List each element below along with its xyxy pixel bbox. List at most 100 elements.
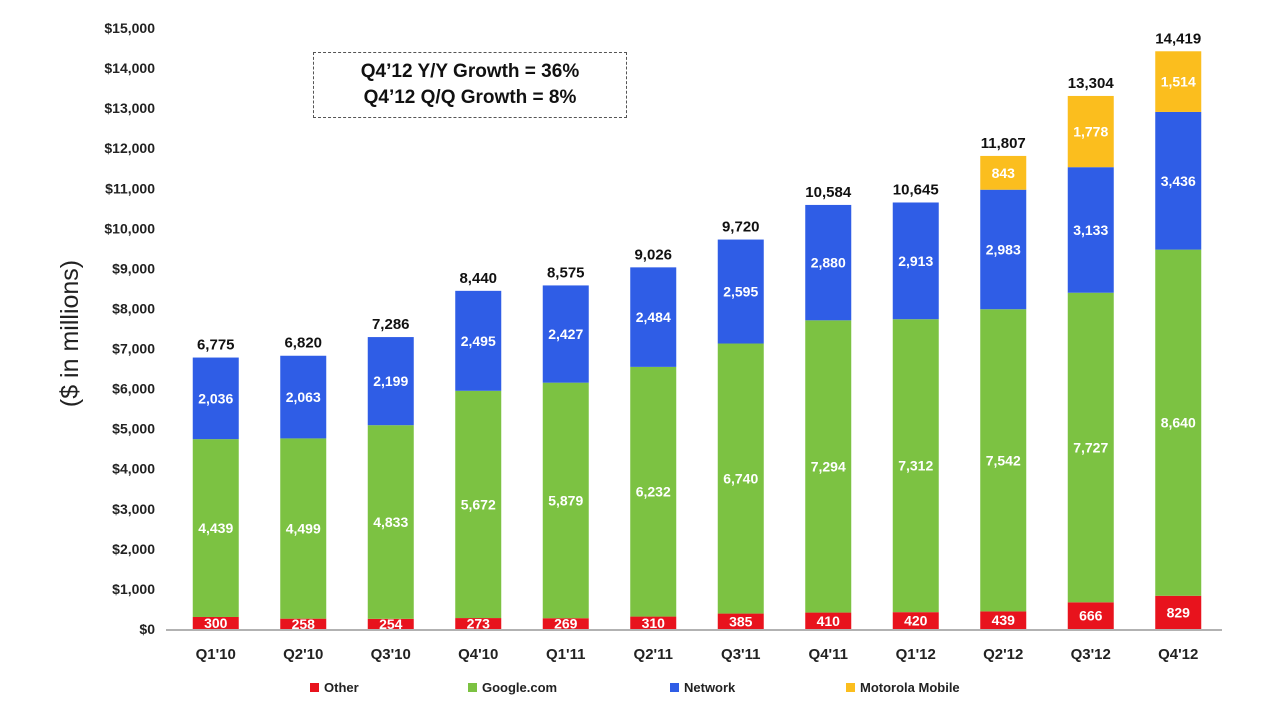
y-tick-label: $10,000 <box>104 220 155 236</box>
y-tick-label: $13,000 <box>104 100 155 116</box>
x-tick-label: Q2'10 <box>283 646 323 663</box>
y-tick-label: $14,000 <box>104 60 155 76</box>
bar-segment-motorola <box>980 155 1027 190</box>
data-label-google: 5,879 <box>548 492 583 508</box>
bar-segment-network <box>455 290 502 391</box>
y-tick-label: $1,000 <box>112 581 155 597</box>
data-label-network: 2,595 <box>723 284 758 300</box>
bar-segment-network <box>630 267 677 367</box>
data-label-google: 7,727 <box>1073 440 1108 456</box>
data-label-other: 410 <box>817 613 841 629</box>
bar-segment-network <box>1067 167 1114 293</box>
bar-segment-network <box>1155 111 1202 250</box>
y-tick-label: $2,000 <box>112 541 155 557</box>
bar-segment-network <box>980 189 1027 310</box>
data-label-network: 2,036 <box>198 390 233 406</box>
bar-segment-google <box>367 425 414 619</box>
legend-item-network: Network <box>670 680 735 695</box>
bar-segment-network <box>542 285 589 383</box>
bar-total-label: 10,645 <box>893 181 939 198</box>
x-tick-label: Q1'10 <box>196 646 236 663</box>
bar-segment-other <box>630 616 677 629</box>
bar-segment-google <box>1067 292 1114 603</box>
data-label-google: 7,542 <box>986 452 1021 468</box>
data-label-network: 2,063 <box>286 389 321 405</box>
bar-segment-network <box>280 355 327 439</box>
bar-segment-google <box>192 439 239 617</box>
y-tick-label: $9,000 <box>112 260 155 276</box>
data-label-other: 310 <box>642 615 666 631</box>
bar-total-label: 8,575 <box>547 264 585 281</box>
bar-segment-other <box>455 618 502 629</box>
bar-total-label: 6,820 <box>284 335 322 352</box>
x-tick-label: Q4'12 <box>1158 646 1198 663</box>
data-label-other: 420 <box>904 613 928 629</box>
data-label-other: 300 <box>204 615 228 631</box>
bar-segment-other <box>280 618 327 629</box>
bar-segment-google <box>542 382 589 619</box>
data-label-google: 6,232 <box>636 484 671 500</box>
data-label-google: 4,833 <box>373 514 408 530</box>
y-tick-label: $15,000 <box>104 20 155 36</box>
x-tick-label: Q3'12 <box>1071 646 1111 663</box>
bar-segment-google <box>630 366 677 617</box>
y-tick-label: $4,000 <box>112 461 155 477</box>
bar-total-label: 14,419 <box>1155 30 1201 47</box>
data-label-google: 4,439 <box>198 520 233 536</box>
legend-swatch-motorola <box>846 683 855 692</box>
legend-swatch-google <box>468 683 477 692</box>
bar-total-label: 8,440 <box>459 270 497 287</box>
bar-segment-motorola <box>1067 95 1114 168</box>
bar-segment-other <box>980 611 1027 629</box>
bar-segment-other <box>1067 602 1114 629</box>
x-tick-label: Q1'12 <box>896 646 936 663</box>
qoq-growth-text: Q4’12 Q/Q Growth = 8% <box>363 87 577 108</box>
bar-segment-google <box>280 438 327 619</box>
bar-segment-other <box>892 612 939 629</box>
data-label-motorola: 1,514 <box>1161 74 1196 90</box>
bar-segment-google <box>892 319 939 613</box>
x-tick-label: Q2'11 <box>634 646 673 663</box>
bar-segment-google <box>455 390 502 619</box>
data-label-motorola: 1,778 <box>1073 124 1108 140</box>
data-label-google: 7,312 <box>898 458 933 474</box>
bar-total-label: 13,304 <box>1068 75 1115 92</box>
bar-segment-other <box>192 616 239 629</box>
data-label-network: 2,880 <box>811 255 846 271</box>
bar-total-label: 10,584 <box>805 184 852 201</box>
data-label-other: 439 <box>992 612 1016 628</box>
bar-segment-other <box>1155 595 1202 629</box>
y-tick-label: $0 <box>139 621 155 637</box>
x-tick-label: Q4'10 <box>458 646 498 663</box>
legend-swatch-network <box>670 683 679 692</box>
bar-total-label: 9,720 <box>722 219 760 236</box>
legend-label-network: Network <box>684 680 736 695</box>
data-label-network: 2,199 <box>373 373 408 389</box>
growth-annotation-box: Q4’12 Y/Y Growth = 36% Q4’12 Q/Q Growth … <box>313 52 627 118</box>
bar-segment-google <box>980 309 1027 612</box>
data-label-network: 2,484 <box>636 309 671 325</box>
bar-segment-other <box>367 618 414 629</box>
chart-legend: Other Google.com Network Motorola Mobile <box>0 680 1280 700</box>
data-label-google: 5,672 <box>461 496 496 512</box>
bar-segment-google <box>717 343 764 614</box>
x-tick-label: Q3'11 <box>721 646 760 663</box>
bar-segment-other <box>542 618 589 629</box>
bar-segment-google <box>805 320 852 613</box>
data-label-other: 269 <box>554 616 578 632</box>
data-label-network: 2,495 <box>461 333 496 349</box>
data-label-google: 8,640 <box>1161 415 1196 431</box>
data-label-motorola: 843 <box>992 165 1016 181</box>
y-tick-label: $3,000 <box>112 501 155 517</box>
data-label-other: 254 <box>379 616 403 632</box>
legend-label-motorola: Motorola Mobile <box>860 680 960 695</box>
data-label-network: 2,913 <box>898 253 933 269</box>
bar-segment-network <box>367 337 414 426</box>
legend-label-other: Other <box>324 680 359 695</box>
bar-total-label: 9,026 <box>634 246 672 263</box>
bar-segment-other <box>717 613 764 629</box>
legend-item-motorola: Motorola Mobile <box>846 680 960 695</box>
yoy-growth-text: Q4’12 Y/Y Growth = 36% <box>360 61 580 82</box>
y-tick-label: $12,000 <box>104 140 155 156</box>
